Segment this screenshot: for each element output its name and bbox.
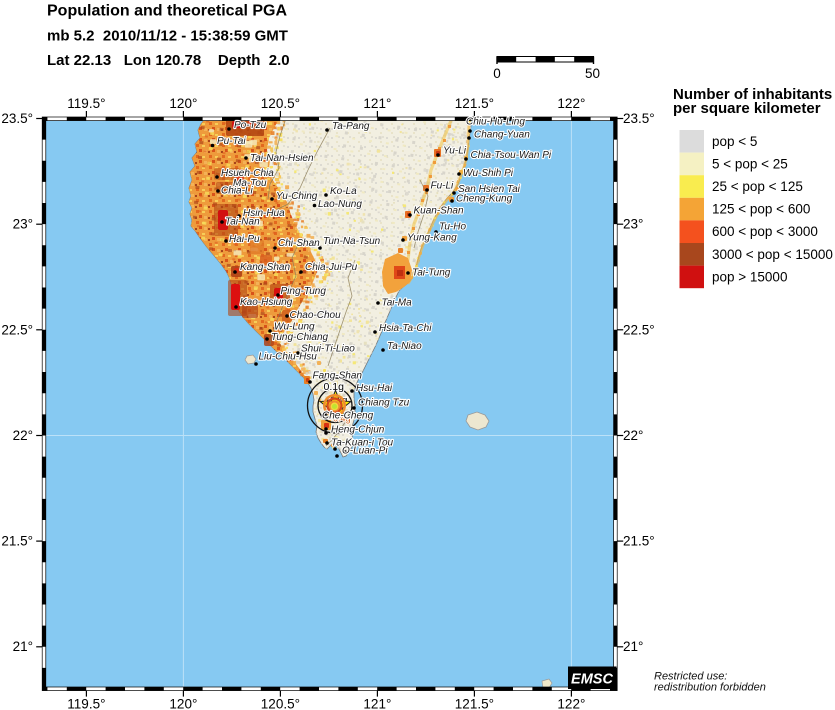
svg-text:121.5°: 121.5° — [455, 697, 494, 710]
svg-text:125 < pop < 600: 125 < pop < 600 — [712, 202, 810, 217]
svg-text:Hsueh-Chia: Hsueh-Chia — [221, 168, 274, 179]
svg-text:Wu-Lung: Wu-Lung — [274, 322, 315, 333]
svg-text:Chia-Tsou-Wan Pi: Chia-Tsou-Wan Pi — [471, 150, 552, 161]
svg-text:50: 50 — [585, 66, 600, 81]
svg-text:Chia-Li: Chia-Li — [221, 186, 253, 197]
svg-text:Chao-Chou: Chao-Chou — [290, 310, 342, 321]
svg-text:Restricted use:: Restricted use: — [654, 671, 727, 683]
svg-text:5 < pop < 25: 5 < pop < 25 — [712, 156, 788, 171]
svg-text:Ta-Niao: Ta-Niao — [387, 341, 422, 352]
svg-text:Che-Cheng: Che-Cheng — [322, 411, 374, 422]
svg-text:redistribution forbidden: redistribution forbidden — [654, 682, 766, 694]
svg-text:Lat 22.13 Lon 120.78 Dept: Lat 22.13 Lon 120.78 Depth 2.0 — [47, 52, 290, 69]
svg-text:21.5°: 21.5° — [1, 534, 33, 549]
svg-text:Heng-Chjun: Heng-Chjun — [331, 425, 385, 436]
svg-text:Tai-Nan-Hsien: Tai-Nan-Hsien — [250, 153, 314, 164]
svg-text:Number of inhabitants: Number of inhabitants — [673, 86, 832, 103]
svg-text:25 < pop < 125: 25 < pop < 125 — [712, 179, 803, 194]
svg-text:23°: 23° — [13, 217, 33, 232]
svg-text:Tai-Nan: Tai-Nan — [225, 217, 260, 228]
svg-text:21°: 21° — [13, 639, 33, 654]
svg-text:120.5°: 120.5° — [261, 697, 300, 710]
svg-text:Hsia-Ta-Chi: Hsia-Ta-Chi — [379, 323, 432, 334]
svg-text:122°: 122° — [557, 96, 585, 111]
svg-text:Yu-Ching: Yu-Ching — [276, 191, 318, 202]
svg-text:per square kilometer: per square kilometer — [673, 100, 821, 117]
svg-text:0.1g: 0.1g — [324, 381, 345, 393]
svg-text:O-Luan-Pi: O-Luan-Pi — [342, 446, 388, 457]
svg-text:Chi-Shan: Chi-Shan — [278, 238, 320, 249]
svg-text:Yung-Kang: Yung-Kang — [407, 233, 457, 244]
svg-text:121°: 121° — [363, 96, 391, 111]
svg-text:Chia-Jui-Pu: Chia-Jui-Pu — [305, 262, 358, 273]
svg-text:Kang-Shan: Kang-Shan — [240, 262, 290, 273]
svg-text:Liu-Chiu-Hsu: Liu-Chiu-Hsu — [259, 352, 318, 363]
svg-text:Kao-Hsiung: Kao-Hsiung — [240, 297, 293, 308]
svg-text:Hai-Pu: Hai-Pu — [229, 234, 260, 245]
svg-text:Chiang Tzu: Chiang Tzu — [358, 398, 410, 409]
svg-text:Cheng-Kung: Cheng-Kung — [456, 194, 513, 205]
svg-text:Po-Tzu: Po-Tzu — [234, 120, 267, 131]
svg-text:120°: 120° — [169, 96, 197, 111]
svg-text:Yu-Li: Yu-Li — [443, 146, 467, 157]
svg-text:120.5°: 120.5° — [261, 96, 300, 111]
svg-text:0.4g: 0.4g — [333, 414, 351, 424]
svg-text:EMSC: EMSC — [571, 672, 613, 688]
svg-text:23.5°: 23.5° — [1, 111, 33, 126]
svg-text:Hsu-Hai: Hsu-Hai — [356, 383, 393, 394]
svg-text:pop > 15000: pop > 15000 — [712, 269, 787, 284]
svg-text:Chiu-Hu-Ling: Chiu-Hu-Ling — [466, 117, 525, 128]
svg-text:Ma-Tou: Ma-Tou — [233, 178, 267, 189]
svg-text:Wu-Shih Pi: Wu-Shih Pi — [463, 168, 514, 179]
svg-text:22°: 22° — [623, 428, 643, 443]
svg-text:21.5°: 21.5° — [623, 534, 655, 549]
svg-text:Fu-Li: Fu-Li — [431, 181, 455, 192]
svg-text:Lao-Nung: Lao-Nung — [318, 199, 362, 210]
svg-text:21°: 21° — [623, 639, 643, 654]
svg-text:23.5°: 23.5° — [623, 111, 655, 126]
svg-text:pop < 5: pop < 5 — [712, 134, 757, 149]
svg-text:Kuan-Shan: Kuan-Shan — [414, 206, 464, 217]
svg-text:Tung-Chiang: Tung-Chiang — [271, 332, 329, 343]
svg-text:0: 0 — [493, 66, 501, 81]
svg-text:119.5°: 119.5° — [67, 96, 105, 111]
svg-text:Population and theoretical PGA: Population and theoretical PGA — [47, 3, 287, 20]
svg-text:22°: 22° — [13, 428, 33, 443]
svg-text:3000 < pop < 15000: 3000 < pop < 15000 — [712, 247, 833, 262]
svg-text:121°: 121° — [363, 697, 391, 710]
svg-text:122°: 122° — [557, 697, 585, 710]
svg-text:San Hsien Tai: San Hsien Tai — [458, 184, 521, 195]
svg-text:Ta-Kuan-i Tou: Ta-Kuan-i Tou — [331, 438, 394, 449]
svg-text:Tu-Ho: Tu-Ho — [439, 222, 466, 233]
svg-text:mb 5.2 2010/11/12 - 15:38:59: mb 5.2 2010/11/12 - 15:38:59 GMT — [47, 27, 288, 44]
svg-text:Ta-Pang: Ta-Pang — [332, 121, 370, 132]
svg-text:23°: 23° — [623, 217, 643, 232]
svg-text:600 < pop < 3000: 600 < pop < 3000 — [712, 224, 818, 239]
svg-text:22.5°: 22.5° — [623, 322, 655, 337]
svg-text:120°: 120° — [169, 697, 197, 710]
svg-text:22.5°: 22.5° — [1, 322, 33, 337]
svg-text:Tun-Na-Tsun: Tun-Na-Tsun — [323, 236, 381, 247]
svg-text:Ko-La: Ko-La — [330, 186, 357, 197]
svg-text:Hsin-Hua: Hsin-Hua — [243, 208, 285, 219]
svg-text:Chang-Yuan: Chang-Yuan — [474, 130, 530, 141]
svg-text:Fang-Shan: Fang-Shan — [313, 371, 363, 382]
svg-text:121.5°: 121.5° — [455, 96, 494, 111]
svg-text:Pu-Tai: Pu-Tai — [217, 136, 246, 147]
svg-text:Tai-Tung: Tai-Tung — [412, 268, 451, 279]
svg-text:Shui-Ti-Liao: Shui-Ti-Liao — [301, 344, 355, 355]
svg-text:Ping-Tung: Ping-Tung — [281, 286, 327, 297]
svg-text:Tai-Ma: Tai-Ma — [382, 298, 413, 309]
svg-text:119.5°: 119.5° — [67, 697, 105, 710]
